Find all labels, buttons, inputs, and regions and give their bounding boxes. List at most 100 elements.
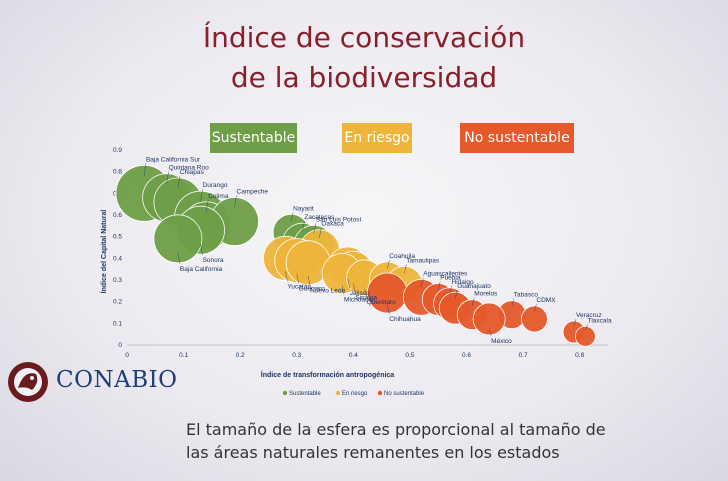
point-label: Jalisco (350, 290, 370, 297)
x-tick-label: 0.6 (462, 352, 471, 359)
x-tick-label: 0.3 (292, 352, 301, 359)
point-leader-line (319, 227, 322, 238)
point-label: Sonora (203, 257, 224, 264)
caption-line-2: las áreas naturales remanentes en los es… (186, 443, 560, 462)
point-label: Aguascalientes (423, 270, 468, 277)
legend-item: No sustentable (384, 391, 425, 397)
point-leader-line (177, 175, 181, 188)
point-label: Zacatecas (304, 214, 335, 221)
point-label: Coahuila (389, 253, 415, 260)
point-leader-line (290, 212, 294, 222)
title-line-1: Índice de conservación (202, 21, 526, 54)
point-label: Tamaulipas (406, 257, 440, 264)
y-tick-label: 0.2 (113, 299, 122, 306)
point-leader-line (449, 285, 452, 295)
y-tick-label: 0.3 (113, 277, 122, 284)
x-tick-label: 0.7 (519, 352, 528, 359)
x-tick-label: 0.5 (405, 352, 414, 359)
y-tick-label: 0 (118, 342, 122, 349)
x-tick-label: 0 (125, 352, 129, 359)
y-tick-label: 0.5 (113, 234, 122, 241)
x-tick-label: 0.2 (236, 352, 245, 359)
point-leader-line (511, 298, 514, 307)
point-leader-line (200, 189, 203, 202)
point-label: Guanajuato (457, 283, 491, 290)
y-axis-label: Índice del Capital Natural (99, 210, 108, 294)
point-label: Querétaro (367, 299, 397, 306)
title-line-2: de la biodiversidad (230, 61, 498, 94)
point-label: Tlaxcala (587, 317, 612, 324)
point-leader-line (143, 163, 147, 177)
point-label: Nuevo León (310, 288, 345, 295)
point-leader-line (534, 303, 537, 312)
point-leader-line (307, 275, 311, 286)
point-leader-line (341, 285, 345, 295)
point-label: Baja California (180, 266, 223, 273)
bubble-no_sustentable (574, 325, 596, 347)
point-label: Chihuahua (389, 316, 421, 323)
point-label: Yucatán (287, 283, 311, 290)
y-tick-label: 0.6 (113, 212, 122, 219)
point-leader-line (347, 278, 350, 289)
point-leader-line (421, 277, 424, 287)
y-tick-label: 0.4 (113, 255, 122, 262)
caption: El tamaño de la esfera es proporcional a… (186, 418, 706, 464)
conabio-logo: CONABIO (6, 360, 178, 404)
point-label: Puebla (440, 275, 461, 282)
point-label: Tabasco (514, 292, 539, 299)
point-leader-line (166, 171, 169, 184)
point-leader-line (387, 259, 390, 270)
chart-title: Índice de conservación de la biodiversid… (0, 18, 728, 98)
point-label: Chiapas (180, 169, 205, 176)
point-leader-line (353, 283, 356, 293)
category-box-no-sustentable: No sustentable (460, 123, 574, 153)
point-leader-line (404, 264, 407, 274)
category-box-sustentable: Sustentable (210, 123, 297, 153)
legend-item: Sustentable (289, 391, 321, 397)
category-box-en-riesgo: En riesgo (342, 123, 412, 153)
point-label: Hidalgo (452, 279, 474, 286)
point-leader-line (285, 271, 288, 282)
bubble-no_sustentable (472, 302, 506, 336)
point-leader-line (177, 253, 181, 264)
point-label: Oaxaca (321, 221, 344, 228)
point-label: Baja California Sur (146, 156, 201, 163)
point-leader-line (488, 328, 492, 337)
point-leader-line (302, 221, 305, 232)
point-leader-line (387, 304, 390, 315)
point-label: Sinaloa (355, 294, 377, 301)
bubble-sustentable (153, 214, 203, 264)
point-label: Quintana Roo (169, 165, 209, 172)
point-leader-line (438, 281, 441, 290)
point-leader-line (296, 273, 299, 284)
point-label: Michoacán (344, 297, 376, 304)
point-leader-line (234, 195, 237, 208)
point-leader-line (200, 244, 203, 256)
y-tick-label: 0.8 (113, 169, 122, 176)
point-label: México (491, 338, 512, 345)
point-leader-line (364, 288, 367, 297)
legend-marker (377, 390, 383, 396)
point-label: Colima (208, 193, 229, 200)
point-label: San Luis Potosí (316, 216, 362, 223)
legend-marker (335, 390, 341, 396)
legend-marker (282, 390, 288, 396)
y-tick-label: 0.9 (113, 147, 122, 154)
point-leader-line (573, 318, 577, 326)
conabio-emblem-icon (8, 362, 48, 402)
conabio-logo-text: CONABIO (56, 367, 178, 393)
bubble-no_sustentable (366, 272, 408, 314)
point-leader-line (471, 297, 475, 306)
point-leader-line (585, 324, 588, 331)
point-label: Morelos (474, 291, 498, 298)
x-tick-label: 0.1 (179, 352, 188, 359)
point-label: Durango (203, 182, 228, 189)
point-label: Veracruz (576, 312, 602, 319)
x-axis-label: Índice de transformación antropogénica (261, 370, 395, 379)
point-leader-line (206, 199, 209, 212)
x-tick-label: 0.4 (349, 352, 358, 359)
x-tick-label: 0.8 (575, 352, 584, 359)
legend-item: En riesgo (342, 391, 368, 397)
point-label: Nayarit (293, 205, 314, 212)
